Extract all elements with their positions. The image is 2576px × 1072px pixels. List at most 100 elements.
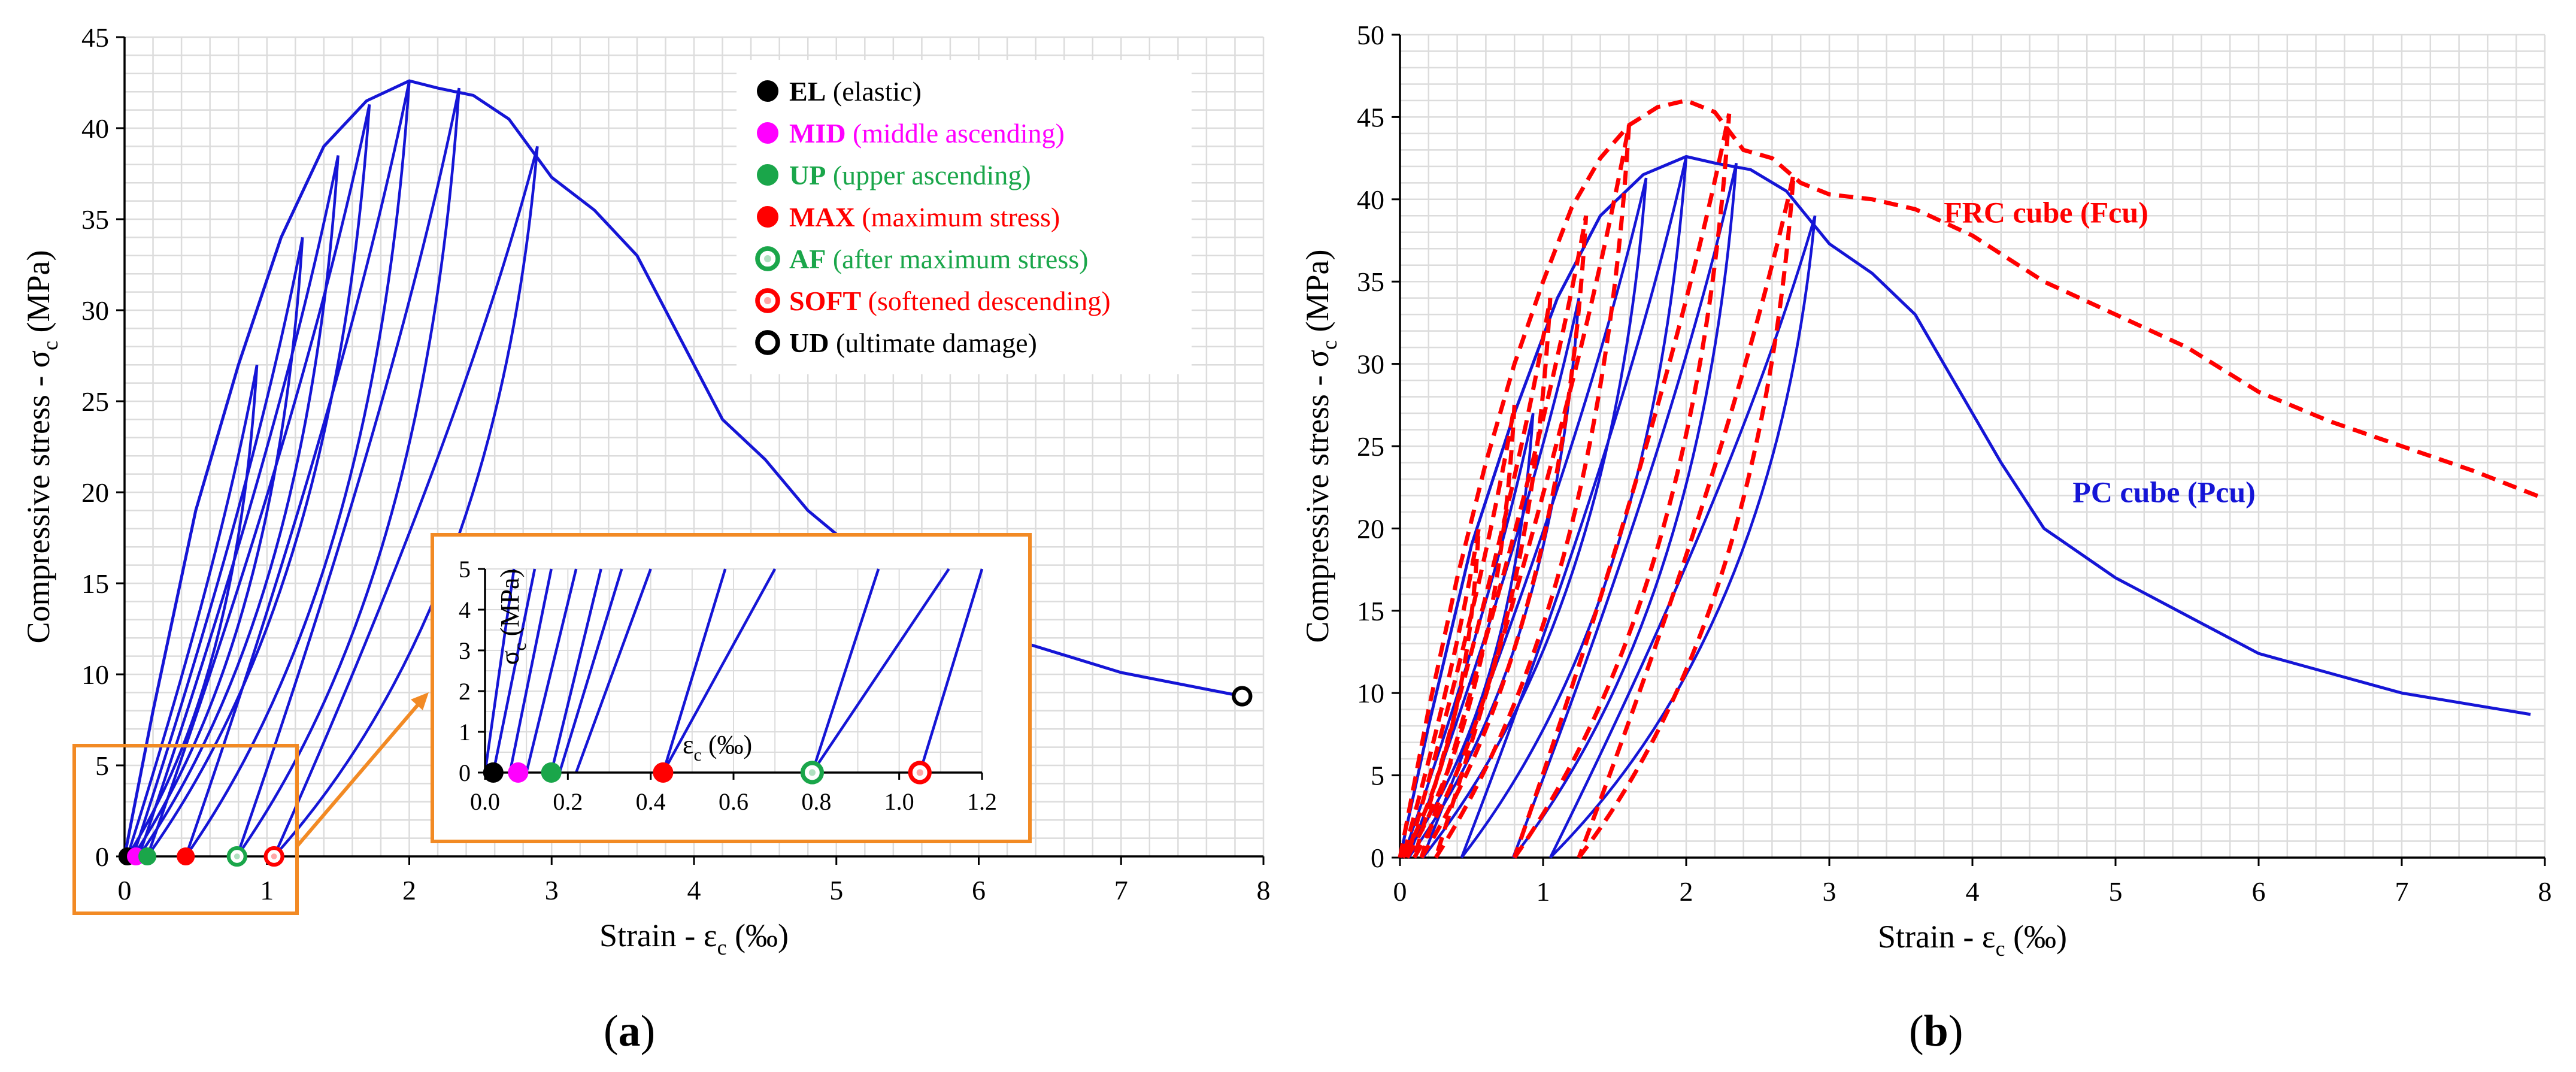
zoom-connector-line: [295, 697, 426, 847]
x-tick-label: 5: [2109, 876, 2123, 907]
legend-item-abbr: SOFT: [789, 286, 861, 316]
marker-hollow: [908, 761, 932, 785]
y-tick-label: 5: [1371, 761, 1384, 791]
marker-filled: [757, 164, 778, 186]
unload-reload-loop: [132, 237, 304, 858]
y-tick-label: 35: [1357, 267, 1384, 297]
unload-reload-loop: [1401, 413, 1535, 859]
envelope-curve: [1398, 155, 2531, 858]
unload-reload-loop: [1512, 113, 1732, 859]
x-tick-label: 3: [545, 875, 559, 906]
marker-filled: [541, 762, 562, 783]
marker-hollow-center: [916, 769, 923, 776]
inset-branch-line: [508, 568, 553, 773]
y-axis-title-sub: c: [1317, 340, 1341, 350]
inset-x-tick-label: 0.6: [719, 788, 748, 815]
legend-item-desc: (ultimate damage): [829, 328, 1037, 358]
panel-label-a: (a): [604, 1007, 656, 1056]
legend-item-ud: UD (ultimate damage): [789, 328, 1037, 358]
y-tick-label: 10: [1357, 678, 1384, 708]
x-axis-title-unit: (‰): [727, 917, 789, 953]
marker-hollow-center: [234, 853, 240, 859]
marker-hollow-center: [764, 297, 771, 304]
legend-item-abbr: UD: [789, 328, 829, 358]
x-tick-label: 1: [1536, 876, 1550, 907]
y-axis-title: Compressive stress - σc (MPa): [1299, 249, 1341, 643]
legend-background: [737, 60, 1192, 374]
x-tick-label: 1: [260, 875, 274, 906]
inset-branch-line: [550, 568, 602, 773]
x-tick-label: 2: [402, 875, 416, 906]
legend-item-desc: (upper ascending): [826, 160, 1031, 190]
inset-y-tick-label: 1: [459, 719, 471, 746]
inset-x-tick-label: 1.0: [884, 788, 914, 815]
unload-reload-loop: [235, 87, 460, 858]
envelope-curve: [1398, 98, 2546, 858]
inset-x-axis-title-unit: (‰): [702, 730, 752, 759]
legend-item-desc: (softened descending): [861, 286, 1110, 316]
series-label: FRC cube (Fcu): [1944, 195, 2148, 229]
marker-hollow-center: [764, 339, 771, 346]
y-tick-label: 20: [81, 477, 109, 508]
zoom-connector-arrowhead: [411, 692, 429, 710]
inset-branch-line: [811, 568, 880, 773]
x-tick-label: 6: [972, 875, 986, 906]
marker-filled: [177, 847, 195, 865]
x-tick-label: 5: [829, 875, 843, 906]
legend-item-mid: MID (middle ascending): [789, 118, 1065, 149]
marker-hollow: [800, 761, 825, 785]
series-pc: PC cube (Pcu): [1398, 155, 2531, 859]
inset-y-tick-label: 5: [459, 556, 471, 583]
marker-filled: [757, 206, 778, 228]
y-tick-label: 0: [1371, 843, 1384, 873]
y-tick-label: 50: [1357, 20, 1384, 50]
marker-hollow: [226, 846, 247, 867]
marker-hollow-center: [1239, 693, 1245, 699]
y-axis-title-unit: (MPa): [1299, 249, 1335, 340]
marker-filled: [508, 762, 529, 783]
x-tick-label: 3: [1823, 876, 1836, 907]
x-tick-label: 7: [1114, 875, 1128, 906]
series-label: PC cube (Pcu): [2072, 475, 2256, 508]
marker-hollow: [755, 246, 780, 271]
unload-reload-loop: [1577, 174, 1796, 859]
unload-reload-loop: [1422, 177, 1648, 859]
x-tick-label: 0: [118, 875, 132, 906]
inset-y-axis-title-main: σ: [495, 650, 525, 665]
inset-y-tick-label: 3: [459, 637, 471, 664]
y-tick-label: 45: [1357, 102, 1384, 132]
y-tick-label: 15: [81, 568, 109, 599]
inset-x-tick-label: 1.2: [967, 788, 997, 815]
y-tick-label: 25: [1357, 431, 1384, 462]
panel-label-b: (b): [1909, 1007, 1963, 1056]
legend-item-desc: (middle ascending): [846, 118, 1065, 149]
legend-item-up: UP (upper ascending): [789, 160, 1031, 190]
legend-item-abbr: UP: [789, 160, 826, 190]
y-tick-label: 20: [1357, 513, 1384, 544]
x-tick-label: 4: [1966, 876, 1980, 907]
inset-x-axis-title-sub: c: [693, 745, 701, 765]
x-axis-title-unit: (‰): [2005, 919, 2067, 955]
marker-filled: [138, 847, 157, 865]
inset-branch-line: [483, 568, 516, 773]
y-tick-label: 15: [1357, 596, 1384, 626]
y-tick-label: 10: [81, 659, 109, 690]
y-tick-label: 5: [95, 750, 109, 781]
unload-reload-loop: [1419, 215, 1589, 859]
inset-branch-line: [558, 568, 623, 773]
inset-branch-line: [662, 568, 727, 773]
legend-a: EL (elastic) MID (middle ascending) UP (up…: [737, 60, 1192, 374]
x-tick-label: 0: [1393, 876, 1407, 907]
inset-y-axis-title-unit: (MPa): [495, 569, 525, 643]
inset-x-tick-label: 0.8: [801, 788, 831, 815]
marker-filled: [483, 762, 504, 783]
legend-item-max: MAX (maximum stress): [789, 202, 1060, 232]
inset-x-tick-label: 0.4: [636, 788, 666, 815]
marker-hollow-center: [271, 853, 277, 859]
unload-reload-loop: [1412, 298, 1553, 859]
y-tick-label: 25: [81, 386, 109, 417]
